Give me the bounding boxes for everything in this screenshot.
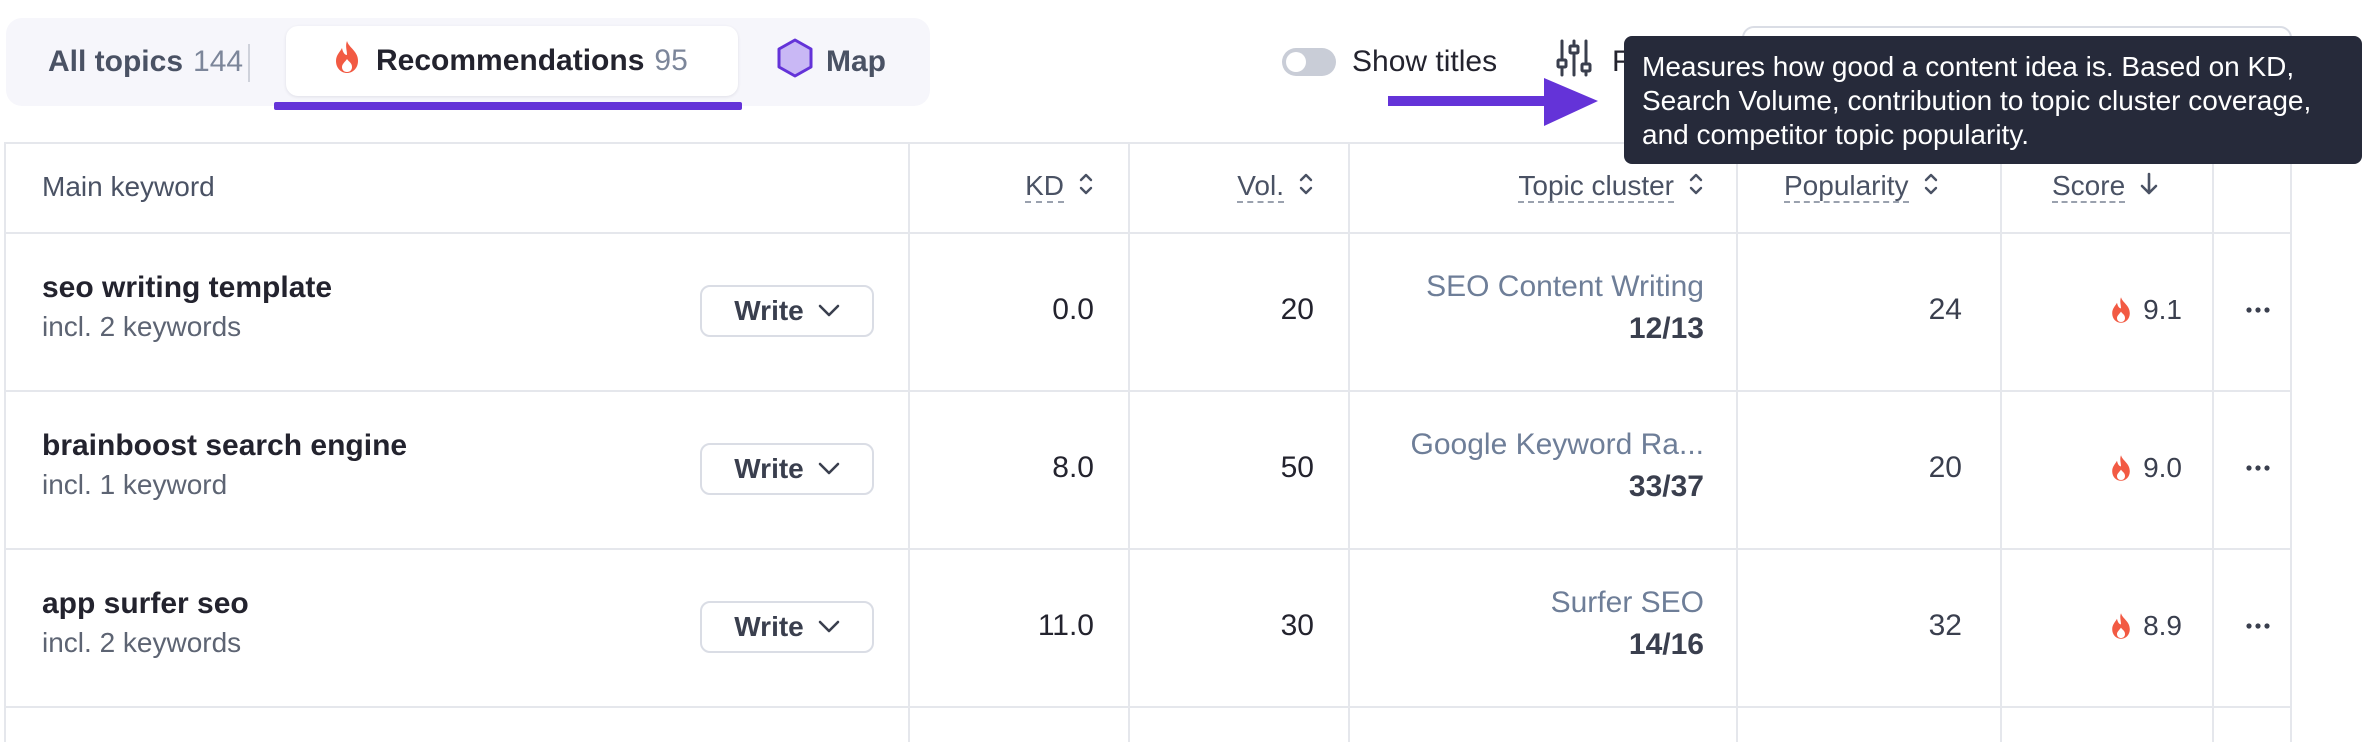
topics-table: Main keyword KD Vol. Topic cluster Popul… [4, 142, 2292, 742]
tab-all-topics-count: 144 [193, 45, 244, 78]
topic-cluster-cell: Google Keyword Ra... 33/37 [1354, 424, 1704, 508]
header-vol-label: Vol. [1237, 170, 1284, 203]
popularity-value: 20 [1928, 451, 1962, 484]
more-options-icon[interactable] [2228, 288, 2288, 332]
write-button-label: Write [734, 611, 804, 642]
column-divider [1348, 142, 1350, 742]
score-value: 8.9 [2143, 610, 2182, 641]
topic-cluster-coverage: 33/37 [1628, 470, 1704, 503]
write-button[interactable]: Write [700, 443, 874, 495]
hexagon-icon [776, 38, 814, 86]
column-divider [908, 142, 910, 742]
header-topic-cluster-label: Topic cluster [1518, 170, 1674, 203]
score-tooltip: Measures how good a content idea is. Bas… [1624, 36, 2362, 164]
flame-icon [2109, 611, 2133, 641]
volume-value: 30 [1280, 609, 1314, 642]
volume-value: 50 [1280, 451, 1314, 484]
write-button[interactable]: Write [700, 601, 874, 653]
header-kd[interactable]: KD [924, 142, 1094, 232]
more-options-icon[interactable] [2228, 446, 2288, 490]
keyword-title[interactable]: brainboost search engine [42, 429, 408, 462]
write-button-label: Write [734, 453, 804, 484]
chevron-down-icon [818, 304, 840, 318]
sort-icon [1688, 171, 1704, 204]
column-divider [2212, 142, 2214, 742]
keyword-subtitle: incl. 2 keywords [42, 311, 242, 342]
row-divider [4, 232, 2292, 234]
tab-divider [248, 44, 250, 82]
column-divider [1128, 142, 1130, 742]
topic-cluster-cell: SEO Content Writing 12/13 [1354, 266, 1704, 350]
topic-tabs: All topics 144 Recommendations 95 Map [6, 18, 930, 106]
tab-map[interactable]: Map [776, 18, 886, 106]
score-value: 9.0 [2143, 452, 2182, 483]
write-button-label: Write [734, 295, 804, 326]
score-value: 9.1 [2143, 294, 2182, 325]
header-popularity-label: Popularity [1784, 170, 1909, 203]
tab-all-topics-label: All topics [48, 45, 184, 78]
topic-cluster-coverage: 14/16 [1628, 628, 1704, 661]
score-cell: 9.0 [2002, 446, 2182, 490]
topic-cluster-name[interactable]: Surfer SEO [1550, 586, 1704, 619]
more-options-icon[interactable] [2228, 604, 2288, 648]
topic-cluster-coverage: 12/13 [1628, 312, 1704, 345]
table-border-left [4, 142, 6, 742]
header-popularity[interactable]: Popularity [1784, 142, 1939, 232]
sliders-icon [1556, 38, 1592, 86]
topic-cluster-name[interactable]: SEO Content Writing [1426, 270, 1704, 303]
column-divider [1736, 142, 1738, 742]
sort-icon [1923, 171, 1939, 204]
row-divider [4, 390, 2292, 392]
show-titles-toggle[interactable]: Show titles [1282, 36, 1497, 88]
table-border-top [4, 142, 2292, 144]
sort-icon [1078, 171, 1094, 204]
show-titles-label: Show titles [1352, 45, 1498, 78]
tab-all-topics[interactable]: All topics 144 [48, 18, 243, 106]
table-border-right [2290, 142, 2292, 742]
sort-descending-icon [2139, 170, 2159, 205]
header-main-keyword: Main keyword [42, 171, 215, 202]
active-tab-underline [274, 102, 742, 110]
keyword-title[interactable]: seo writing template [42, 271, 333, 304]
kd-value: 8.0 [1052, 451, 1094, 484]
flame-icon [2109, 453, 2133, 483]
tab-recommendations-count: 95 [654, 44, 688, 77]
score-cell: 9.1 [2002, 288, 2182, 332]
kd-value: 11.0 [1037, 609, 1094, 642]
keyword-title[interactable]: app surfer seo [42, 587, 249, 620]
keyword-cell: seo writing template incl. 2 keywords [42, 268, 332, 346]
header-topic-cluster[interactable]: Topic cluster [1364, 142, 1704, 232]
header-score-label: Score [2052, 170, 2126, 203]
chevron-down-icon [818, 462, 840, 476]
header-vol[interactable]: Vol. [1144, 142, 1314, 232]
toggle-switch[interactable] [1282, 48, 1336, 76]
tab-recommendations[interactable]: Recommendations 95 [286, 26, 738, 96]
keyword-subtitle: incl. 2 keywords [42, 627, 242, 658]
header-kd-label: KD [1025, 170, 1064, 203]
volume-value: 20 [1280, 293, 1314, 326]
popularity-value: 24 [1928, 293, 1962, 326]
kd-value: 0.0 [1052, 293, 1094, 326]
annotation-arrow-icon [1388, 74, 1598, 135]
keyword-cell: brainboost search engine incl. 1 keyword [42, 426, 407, 504]
sort-icon [1298, 171, 1314, 204]
row-divider [4, 706, 2292, 708]
tab-recommendations-label: Recommendations [376, 44, 645, 77]
keyword-subtitle: incl. 1 keyword [42, 469, 228, 500]
tab-map-label: Map [826, 45, 886, 78]
popularity-value: 32 [1928, 609, 1962, 642]
score-cell: 8.9 [2002, 604, 2182, 648]
write-button[interactable]: Write [700, 285, 874, 337]
keyword-cell: app surfer seo incl. 2 keywords [42, 584, 249, 662]
column-divider [2000, 142, 2002, 742]
flame-icon [2109, 295, 2133, 325]
topic-cluster-name[interactable]: Google Keyword Ra... [1410, 428, 1704, 461]
row-divider [4, 548, 2292, 550]
header-score[interactable]: Score [2052, 142, 2159, 232]
flame-icon [332, 39, 362, 83]
chevron-down-icon [818, 620, 840, 634]
topic-cluster-cell: Surfer SEO 14/16 [1354, 582, 1704, 666]
